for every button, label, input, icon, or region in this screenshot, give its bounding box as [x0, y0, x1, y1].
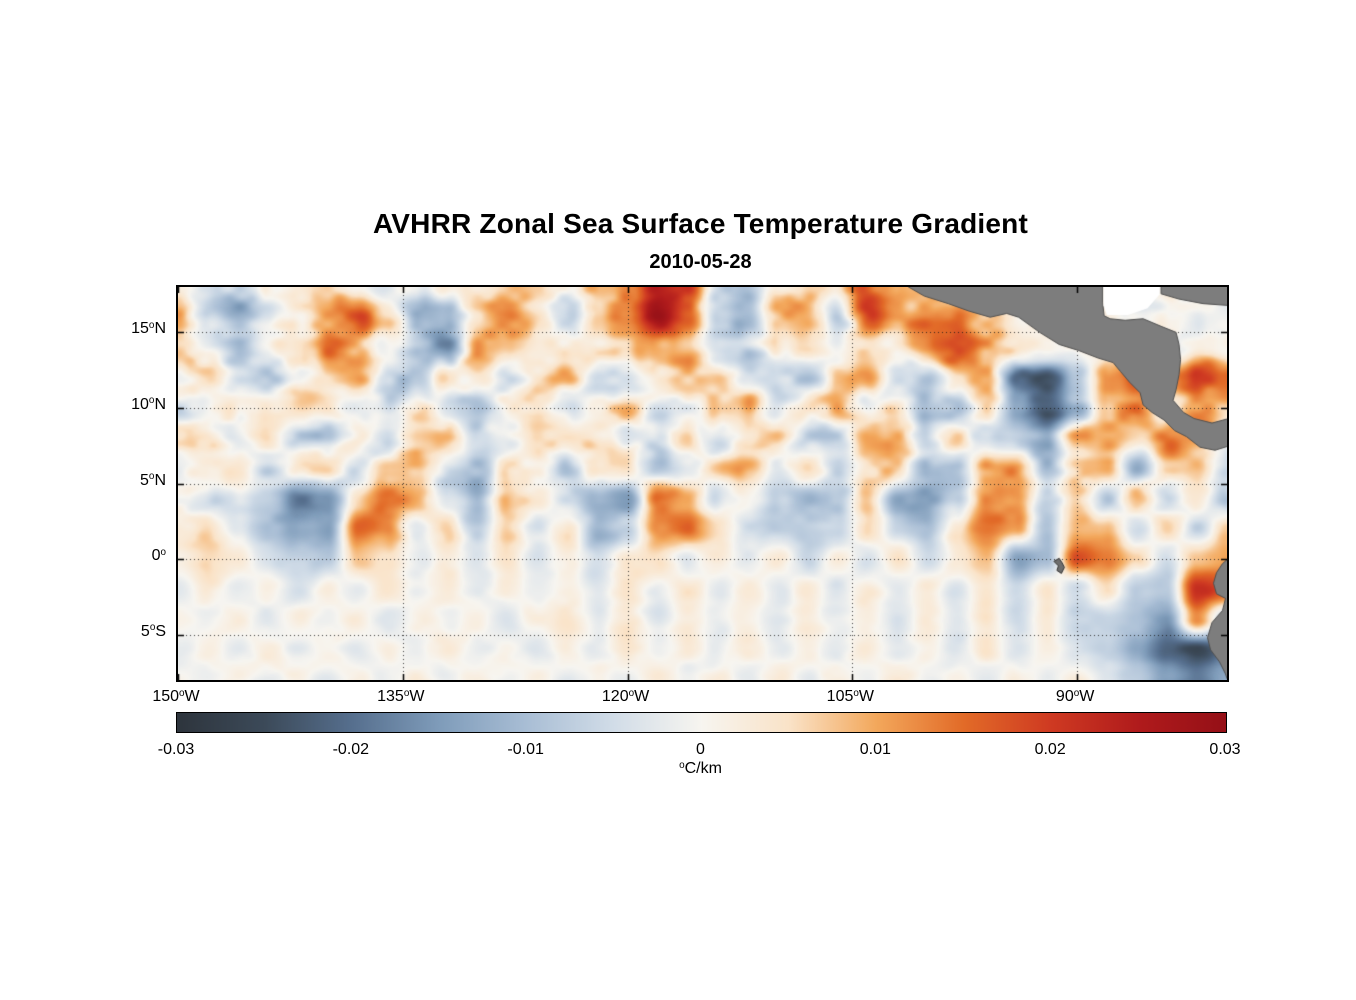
colorbar-unit-label: oC/km [176, 760, 1225, 778]
x-tick-label: 150oW [152, 687, 200, 705]
chart-subtitle: 2010-05-28 [649, 251, 752, 273]
x-tick-label: 105oW [826, 687, 874, 705]
x-tick-label: 120oW [601, 687, 650, 705]
y-tick-label: 5oS [140, 622, 166, 640]
colorbar-unit-text: oC/km [679, 759, 722, 777]
chart-title: AVHRR Zonal Sea Surface Temperature Grad… [372, 208, 1029, 239]
map-plot-area [176, 285, 1229, 682]
x-tick-label: 90oW [1055, 687, 1095, 705]
colorbar [176, 712, 1227, 733]
heatmap-canvas [178, 287, 1227, 680]
colorbar-canvas [177, 713, 1226, 732]
colorbar-tick-label: -0.01 [507, 741, 544, 758]
y-tick-label: 0o [151, 546, 166, 565]
colorbar-tick-label: 0 [696, 741, 705, 758]
y-tick-label: 10oN [131, 395, 166, 413]
colorbar-tick-label: 0.02 [1034, 741, 1066, 758]
colorbar-tick-label: 0.03 [1209, 741, 1241, 758]
x-tick-label: 135oW [377, 687, 425, 705]
colorbar-tick-label: -0.03 [157, 741, 195, 758]
y-tick-label: 15oN [131, 319, 166, 338]
colorbar-tick-label: -0.02 [332, 741, 370, 758]
colorbar-tick-label: 0.01 [859, 741, 891, 758]
y-tick-label: 5oN [140, 471, 166, 489]
